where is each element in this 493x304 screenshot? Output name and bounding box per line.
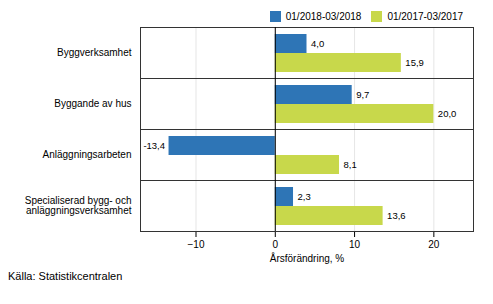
svg-text:-13,4: -13,4 [143, 140, 165, 151]
svg-text:4,0: 4,0 [311, 38, 324, 49]
html-text:Källa: Statistikcentralen: Källa: Statistikcentralen [8, 270, 123, 282]
svg-text:13,6: 13,6 [387, 210, 406, 221]
svg-text:Specialiserad bygg- ochanläggn: Specialiserad bygg- ochanläggningsverksa… [25, 195, 132, 216]
svg-text:2,3: 2,3 [298, 191, 311, 202]
html-text:01/2017-03/2017: 01/2017-03/2017 [387, 11, 463, 22]
svg-text:8,1: 8,1 [344, 159, 357, 170]
svg-text:10: 10 [349, 239, 361, 250]
svg-text:20,0: 20,0 [438, 108, 457, 119]
svg-text:0: 0 [273, 239, 279, 250]
html-text:01/2018-03/2018: 01/2018-03/2018 [285, 11, 362, 22]
svg-text:Byggverksamhet: Byggverksamhet [57, 47, 132, 58]
svg-text:−10: −10 [188, 239, 205, 250]
svg-text:Anläggningsarbeten: Anläggningsarbeten [43, 149, 132, 160]
svg-text:Byggande av hus: Byggande av hus [54, 98, 131, 109]
svg-text:Årsförändring, %: Årsförändring, % [270, 252, 345, 264]
svg-text:15,9: 15,9 [405, 57, 424, 68]
svg-text:20: 20 [428, 239, 440, 250]
svg-text:9,7: 9,7 [356, 89, 369, 100]
